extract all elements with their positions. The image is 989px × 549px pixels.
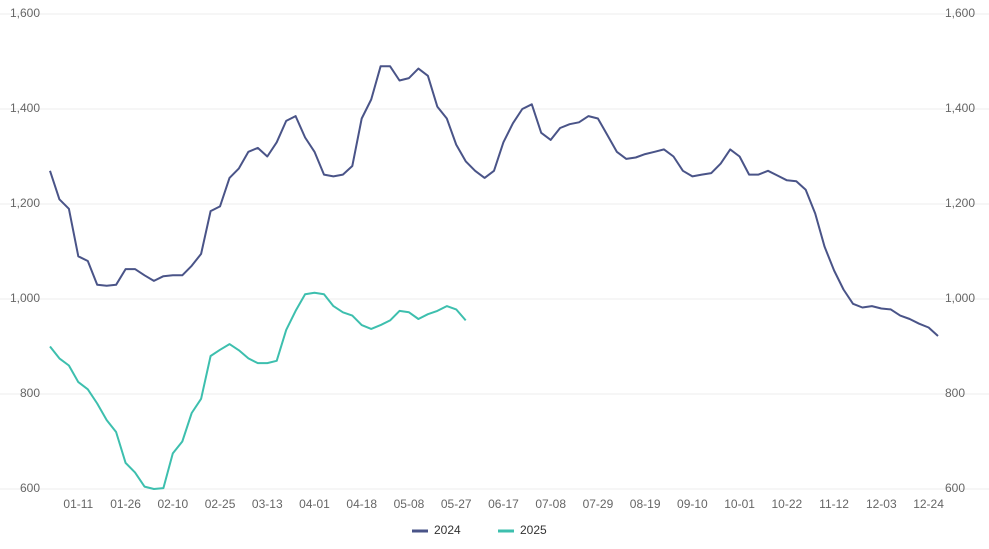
y-tick-label: 1,400	[10, 101, 40, 115]
x-tick-label: 02-25	[205, 497, 236, 511]
y-tick-label: 600	[20, 481, 40, 495]
x-tick-label: 10-22	[771, 497, 802, 511]
y2-tick-label: 600	[945, 481, 965, 495]
x-tick-label: 07-29	[583, 497, 614, 511]
y-tick-label: 1,600	[10, 6, 40, 20]
y-tick-label: 800	[20, 386, 40, 400]
line-series	[49, 291, 467, 490]
x-tick-label: 04-18	[346, 497, 377, 511]
x-tick-label: 08-19	[630, 497, 661, 511]
y2-tick-label: 1,400	[945, 101, 975, 115]
x-tick-label: 09-10	[677, 497, 708, 511]
x-tick-label: 04-01	[299, 497, 330, 511]
x-tick-label: 06-17	[488, 497, 519, 511]
y2-tick-label: 1,600	[945, 6, 975, 20]
legend-label: 2025	[520, 523, 547, 537]
x-tick-label: 01-11	[63, 497, 93, 511]
legend-label: 2024	[434, 523, 461, 537]
y-tick-label: 1,200	[10, 196, 40, 210]
x-tick-label: 05-27	[441, 497, 472, 511]
x-tick-label: 07-08	[535, 497, 566, 511]
x-tick-label: 03-13	[252, 497, 283, 511]
x-tick-label: 12-24	[913, 497, 944, 511]
x-tick-label: 05-08	[394, 497, 425, 511]
y2-tick-label: 1,000	[945, 291, 975, 305]
x-tick-label: 11-12	[819, 497, 849, 511]
x-tick-label: 12-03	[866, 497, 897, 511]
x-tick-label: 01-26	[110, 497, 141, 511]
y2-tick-label: 1,200	[945, 196, 975, 210]
x-tick-label: 10-01	[724, 497, 755, 511]
y-tick-label: 1,000	[10, 291, 40, 305]
x-tick-label: 02-10	[157, 497, 188, 511]
line-series	[49, 65, 939, 337]
y2-tick-label: 800	[945, 386, 965, 400]
